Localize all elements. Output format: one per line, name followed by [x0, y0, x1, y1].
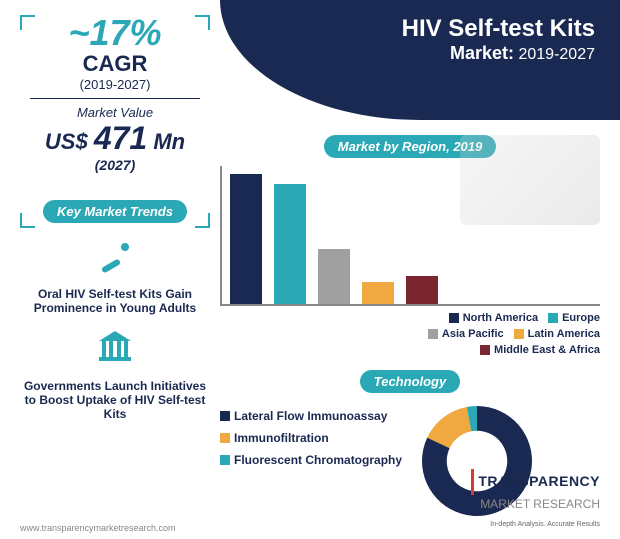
logo-bar-icon [471, 469, 474, 495]
legend-item: Middle East & Africa [480, 344, 600, 356]
market-value: US$ 471 Mn [20, 120, 210, 157]
legend-item: Asia Pacific [428, 328, 504, 340]
tech-heading: Technology [360, 370, 460, 393]
legend-swatch [548, 313, 558, 323]
market-value-label: Market Value [20, 105, 210, 120]
title-years: 2019-2027 [518, 46, 595, 63]
legend-label: Middle East & Africa [494, 344, 600, 356]
legend-swatch [220, 411, 230, 421]
trend-text: Oral HIV Self-test Kits Gain Prominence … [20, 287, 210, 315]
legend-label: Fluorescent Chromatography [234, 453, 402, 467]
legend-swatch [428, 329, 438, 339]
legend-swatch [220, 433, 230, 443]
title-block: HIV Self-test Kits Market: 2019-2027 [402, 15, 595, 64]
logo-tag: In-depth Analysis. Accurate Results [490, 521, 600, 528]
logo: TRANSPARENCY MARKET RESEARCH In-depth An… [471, 469, 600, 531]
cagr-years: (2019-2027) [20, 77, 210, 92]
legend-label: Asia Pacific [442, 328, 504, 340]
trends-heading: Key Market Trends [43, 200, 187, 223]
legend-swatch [480, 345, 490, 355]
legend-swatch [514, 329, 524, 339]
market-value-year: (2027) [20, 157, 210, 173]
logo-line1: TRANSPARENCY [478, 473, 600, 489]
legend-item: Latin America [514, 328, 600, 340]
legend-label: Lateral Flow Immunoassay [234, 409, 387, 423]
legend-item: Europe [548, 312, 600, 324]
legend-item: Lateral Flow Immunoassay [220, 409, 402, 423]
legend-item: Fluorescent Chromatography [220, 453, 402, 467]
footer-url: www.transparencymarketresearch.com [20, 523, 176, 533]
legend-item: North America [449, 312, 538, 324]
bar [406, 276, 438, 304]
stats-box: ~17% CAGR (2019-2027) Market Value US$ 4… [20, 15, 210, 173]
swab-icon [20, 235, 210, 284]
legend-label: North America [463, 312, 538, 324]
title-sub: Market: [450, 43, 514, 63]
logo-line2: MARKET RESEARCH [480, 497, 600, 511]
legend-swatch [220, 455, 230, 465]
region-bar-chart [220, 166, 600, 306]
cagr-value: ~17% [20, 15, 210, 51]
region-chart-block: Market by Region, 2019 North AmericaEuro… [220, 135, 600, 356]
legend-swatch [449, 313, 459, 323]
legend-label: Latin America [528, 328, 600, 340]
trend-item: Governments Launch Initiatives to Boost … [20, 327, 210, 421]
legend-item: Immunofiltration [220, 431, 402, 445]
bar [230, 174, 262, 304]
title-main: HIV Self-test Kits [402, 15, 595, 43]
legend-label: Europe [562, 312, 600, 324]
bracket-icon [20, 15, 35, 30]
trends-block: Key Market Trends Oral HIV Self-test Kit… [20, 200, 210, 421]
bracket-icon [195, 15, 210, 30]
tech-legend: Lateral Flow Immunoassay Immunofiltration… [220, 401, 402, 521]
bar [362, 282, 394, 304]
legend-label: Immunofiltration [234, 431, 329, 445]
bar [274, 184, 306, 304]
divider [30, 98, 200, 99]
trend-text: Governments Launch Initiatives to Boost … [20, 379, 210, 421]
region-legend: North America Europe Asia Pacific Latin Ame… [370, 312, 600, 356]
bar [318, 249, 350, 304]
trend-item: Oral HIV Self-test Kits Gain Prominence … [20, 235, 210, 315]
cagr-label: CAGR [20, 51, 210, 77]
government-icon [20, 327, 210, 376]
